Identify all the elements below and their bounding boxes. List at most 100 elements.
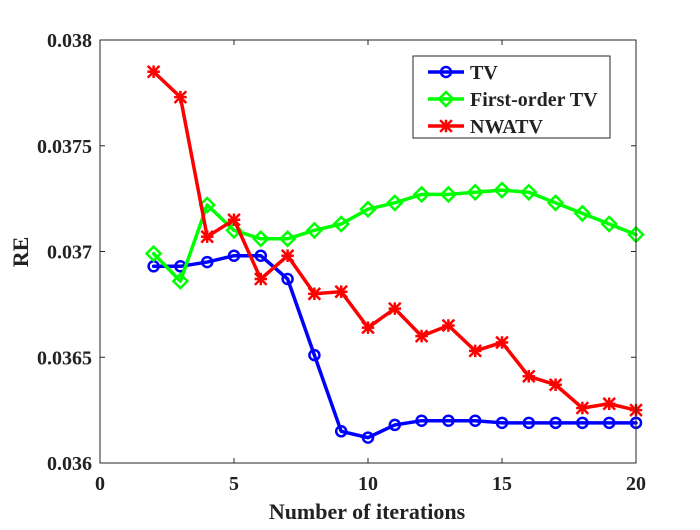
marker-stroke (280, 248, 295, 263)
data-point (198, 196, 216, 214)
data-point (468, 344, 482, 358)
data-point (305, 221, 324, 240)
data-point (388, 301, 402, 316)
data-point (146, 64, 161, 79)
data-point (495, 416, 509, 430)
data-point (334, 284, 348, 299)
x-tick-label: 15 (492, 473, 512, 495)
marker-stroke (575, 401, 590, 415)
marker-stroke (602, 397, 616, 411)
data-point (546, 194, 565, 212)
data-point (254, 249, 268, 262)
data-point (439, 185, 458, 204)
marker-stroke (254, 272, 268, 286)
data-point (468, 414, 482, 427)
data-point (466, 183, 484, 202)
data-point (144, 244, 163, 263)
marker-stroke (388, 301, 402, 316)
data-point (441, 318, 456, 333)
legend-entry-first-order-tv: First-order TV (428, 89, 598, 111)
data-point (359, 200, 377, 218)
y-tick-label: 0.038 (47, 30, 92, 52)
marker-stroke (441, 318, 456, 333)
x-axis-label: Number of iterations (269, 499, 466, 524)
y-tick-label: 0.036 (47, 453, 92, 475)
series-tv (147, 249, 643, 444)
series-line (151, 188, 638, 283)
data-point (493, 181, 511, 199)
legend-label: TV (470, 62, 498, 84)
axes-layer: 0 5 10 15 20 0.036 0.0365 0.037 0.0375 0.038 (37, 30, 646, 495)
data-point (414, 329, 429, 343)
data-point (412, 185, 431, 204)
data-point (308, 348, 321, 362)
marker-stroke (334, 284, 348, 299)
marker-stroke (548, 377, 563, 392)
data-point (200, 229, 214, 244)
data-point (361, 431, 375, 444)
marker-stroke (227, 213, 241, 227)
data-point (227, 213, 241, 227)
data-point (278, 230, 297, 248)
data-point (520, 183, 538, 202)
data-point (575, 401, 590, 415)
data-point (549, 416, 562, 430)
data-point (522, 369, 536, 384)
data-point (307, 287, 322, 301)
marker-stroke (522, 369, 536, 384)
legend-entry-nwatv: NWATV (428, 116, 544, 138)
legend-marker (439, 119, 453, 133)
data-point (281, 272, 294, 286)
marker-stroke (361, 320, 375, 335)
data-point (386, 194, 404, 212)
marker-stroke (414, 329, 429, 343)
data-point (576, 416, 589, 430)
series-first-order-tv (144, 181, 645, 290)
x-tick-label: 5 (229, 473, 239, 495)
legend: TV First-order TV NWATV (412, 55, 611, 139)
data-point (602, 416, 616, 430)
data-point (280, 248, 295, 263)
data-point (495, 335, 509, 350)
marker-stroke (307, 287, 322, 301)
series-nwatv (146, 64, 643, 417)
marker-stroke (173, 90, 188, 104)
marker-stroke (146, 64, 161, 79)
legend-marker (439, 65, 453, 79)
y-tick-label: 0.037 (47, 242, 92, 264)
x-tick-label: 0 (95, 473, 105, 495)
legend-label: NWATV (470, 116, 544, 138)
data-point (602, 397, 616, 411)
data-point (200, 255, 214, 269)
legend-entry-tv: TV (428, 62, 498, 84)
data-point (415, 414, 428, 427)
marker-stroke (468, 344, 482, 358)
y-axis-label: RE (8, 237, 33, 268)
y-tick-label: 0.0365 (37, 347, 92, 369)
x-tick-label: 20 (626, 473, 646, 495)
data-point (442, 414, 455, 427)
data-point (332, 215, 350, 233)
data-point (171, 272, 190, 290)
plot-layer (144, 64, 645, 444)
marker-stroke (439, 119, 453, 133)
data-point (522, 416, 536, 430)
data-point (252, 230, 270, 248)
legend-marker (437, 90, 455, 108)
y-tick-label: 0.0375 (37, 136, 92, 158)
data-point (548, 377, 563, 392)
data-point (361, 320, 375, 335)
data-point (388, 418, 402, 432)
legend-label: First-order TV (470, 89, 598, 111)
data-point (173, 90, 188, 104)
data-point (254, 272, 268, 286)
marker-stroke (495, 335, 509, 350)
x-tick-label: 10 (358, 473, 378, 495)
series-line (151, 253, 638, 440)
marker-stroke (200, 229, 214, 244)
data-point (334, 425, 348, 438)
data-point (600, 215, 618, 233)
data-point (227, 249, 241, 262)
